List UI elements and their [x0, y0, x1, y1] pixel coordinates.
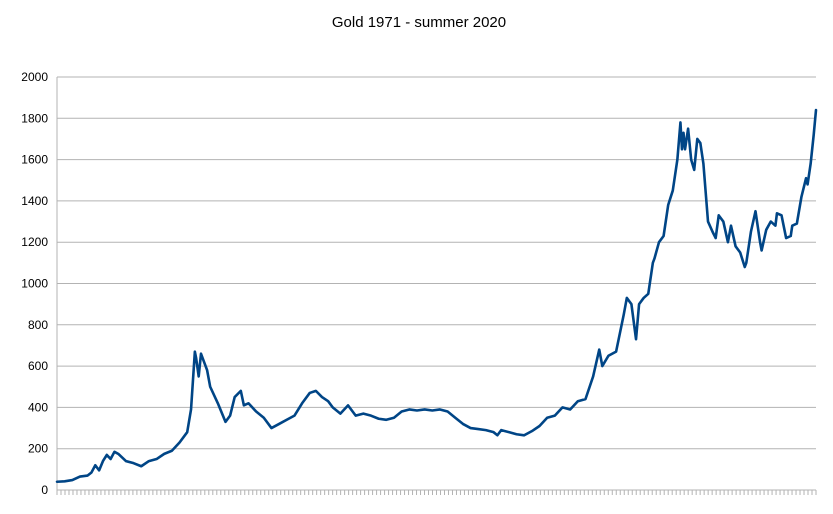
y-tick-label-1400: 1400: [21, 194, 48, 208]
y-tick-label-1000: 1000: [21, 277, 48, 291]
gridlines: [57, 76, 816, 491]
x-axis-ticks: [56, 490, 817, 495]
y-tick-label-1600: 1600: [21, 153, 48, 167]
chart-title: Gold 1971 - summer 2020: [332, 14, 506, 31]
y-tick-label-1200: 1200: [21, 235, 48, 249]
series-line-gold-price: [55, 108, 818, 484]
y-axis-tick-labels: 0 200 400 600 800 1000 1200 1400 1600 1800 2000: [21, 70, 48, 497]
y-tick-label-600: 600: [28, 359, 48, 373]
y-tick-label-800: 800: [28, 318, 48, 332]
y-tick-label-400: 400: [28, 400, 48, 414]
y-tick-label-2000: 2000: [21, 70, 48, 84]
y-tick-label-0: 0: [41, 483, 48, 497]
y-tick-label-1800: 1800: [21, 111, 48, 125]
series-layer: [55, 108, 818, 484]
y-tick-label-200: 200: [28, 442, 48, 456]
